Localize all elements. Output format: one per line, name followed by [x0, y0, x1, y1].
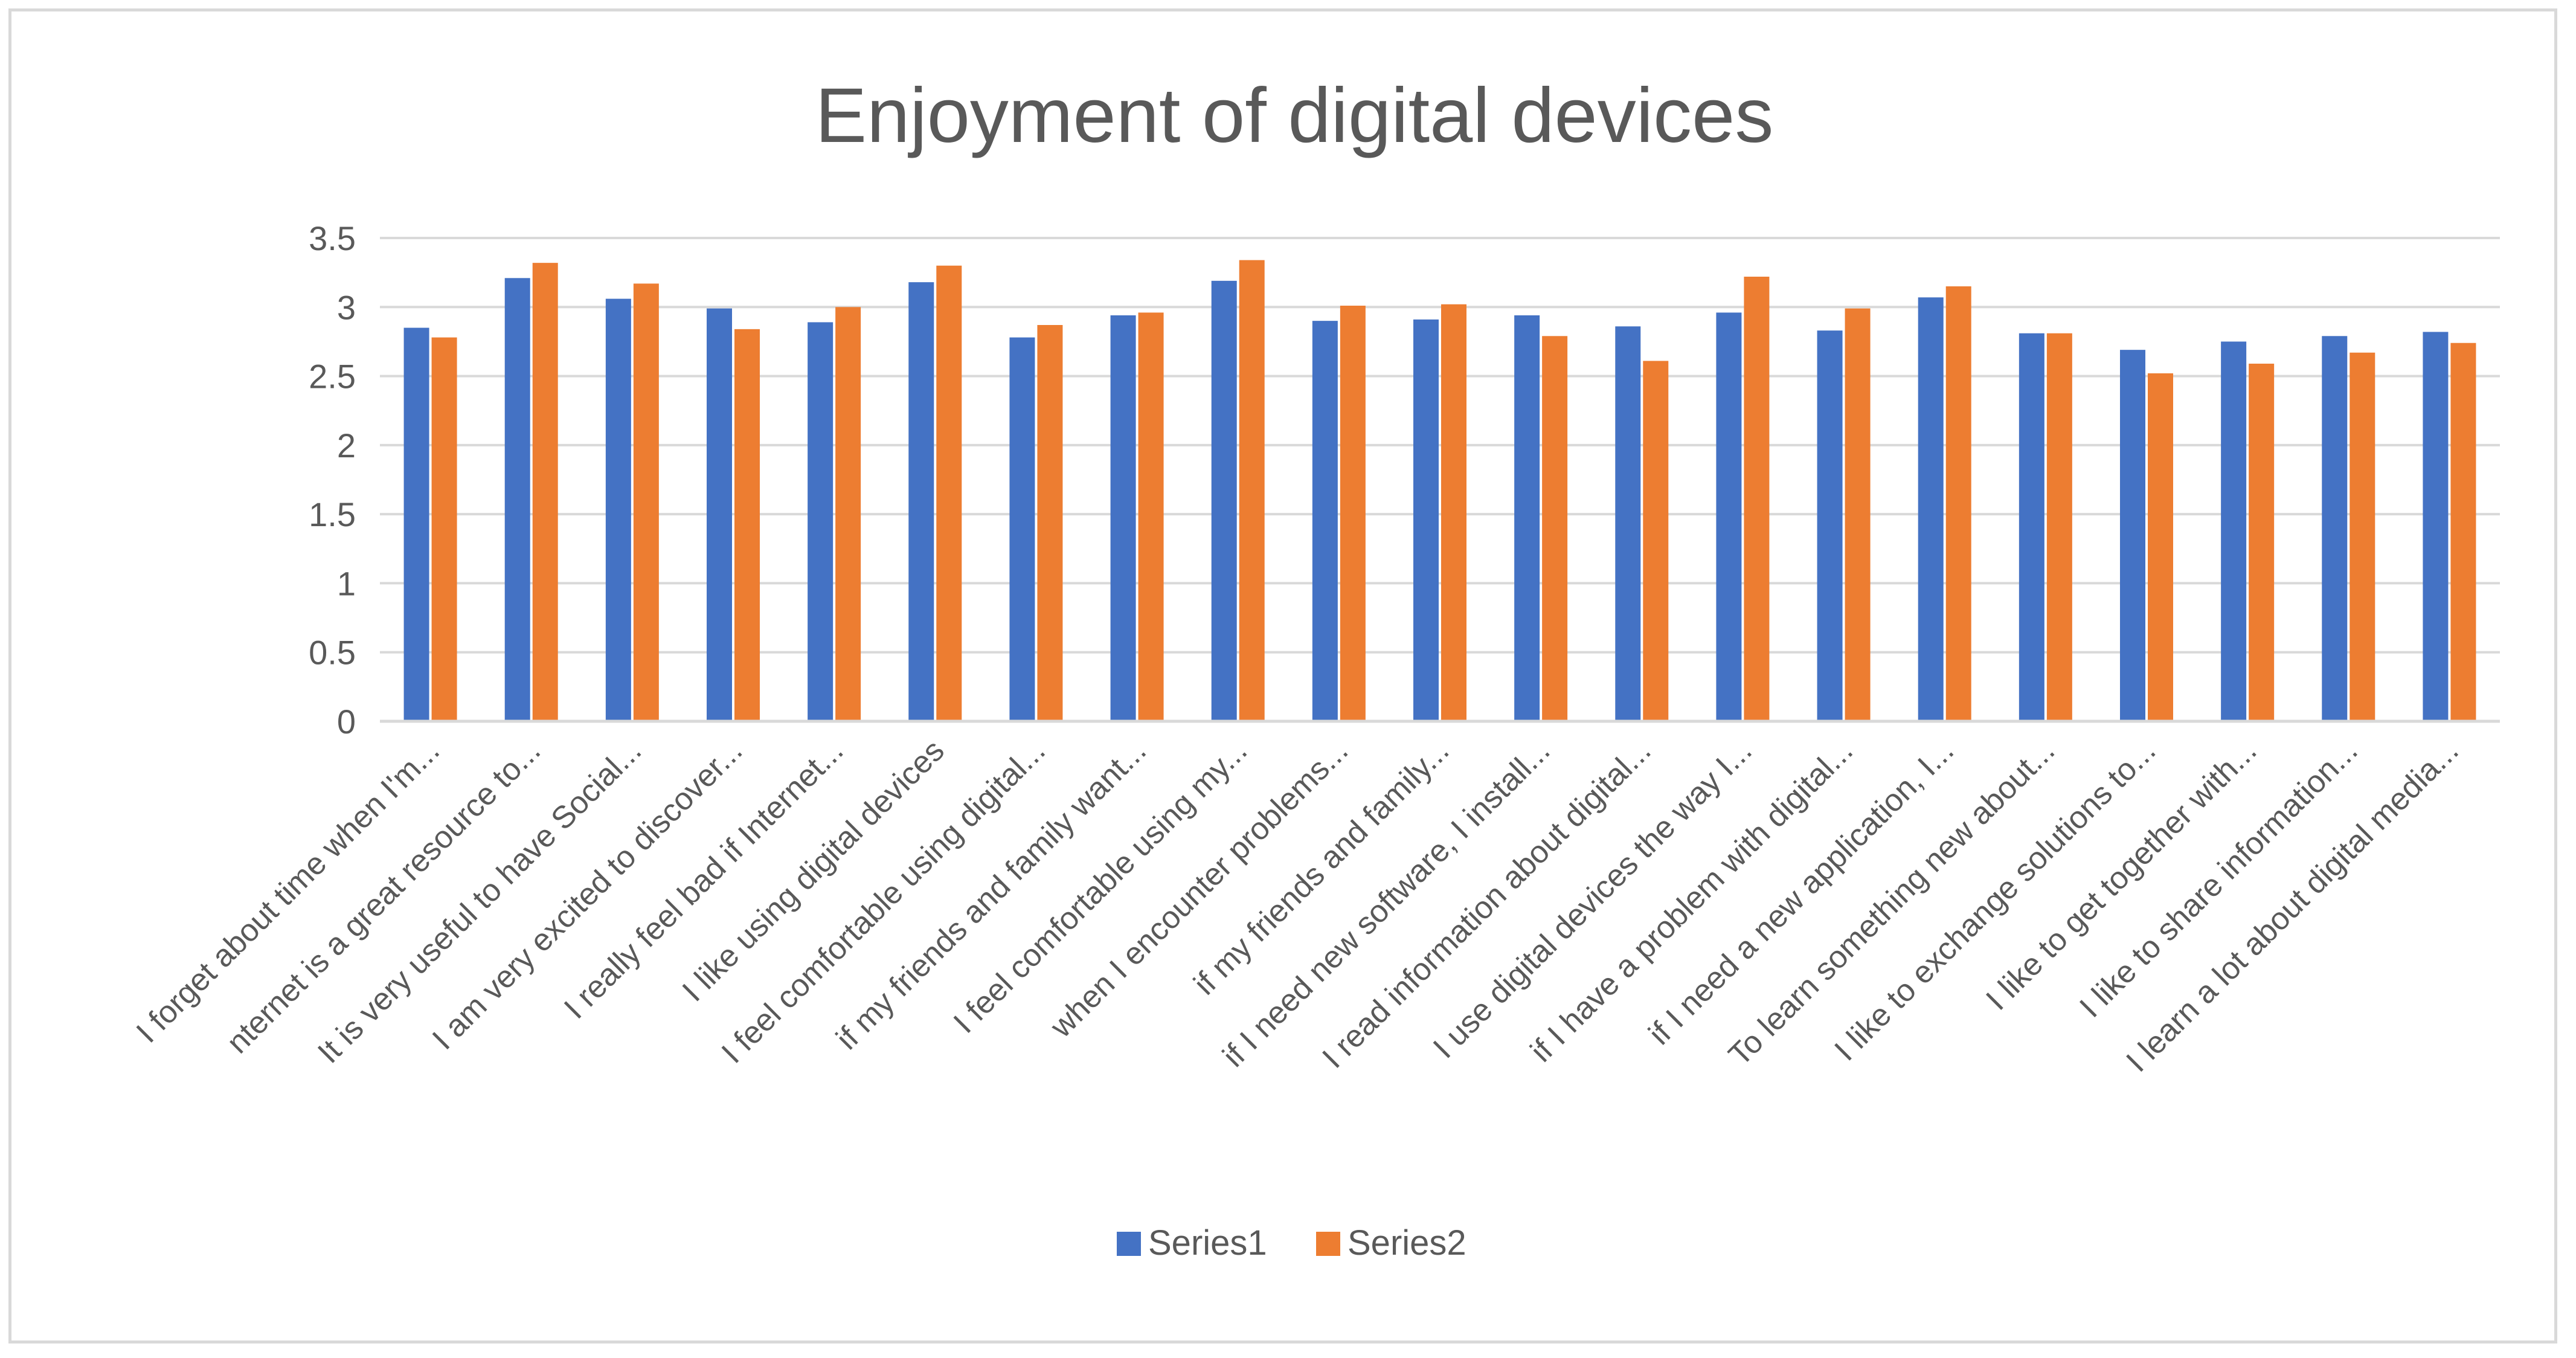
bar-series2-15 — [1845, 308, 1871, 722]
bar-series1-14 — [1716, 312, 1742, 721]
bar-series2-6 — [936, 265, 962, 721]
bars — [403, 260, 2476, 722]
bar-series1-19 — [2221, 341, 2247, 721]
y-tick-label: 2 — [337, 426, 356, 465]
bar-series2-2 — [532, 263, 558, 722]
bar-series1-11 — [1413, 319, 1439, 721]
category-labels: I forget about time when I'm...nternet i… — [130, 733, 2465, 1078]
y-tick-label: 0.5 — [309, 634, 356, 672]
bar-series1-20 — [2322, 336, 2348, 721]
legend-label-series2: Series2 — [1347, 1223, 1466, 1263]
bar-series1-17 — [2019, 333, 2044, 721]
chart-title: Enjoyment of digital devices — [815, 72, 1774, 159]
legend-swatch-series1 — [1117, 1232, 1141, 1256]
legend-swatch-series2 — [1316, 1232, 1340, 1256]
gridlines — [380, 237, 2500, 654]
chart-svg: Enjoyment of digital devices 0 0.5 1 1.5 2 2.… — [130, 72, 2500, 1263]
bar-series2-9 — [1239, 260, 1265, 722]
bar-series2-11 — [1441, 304, 1466, 721]
bar-series1-5 — [808, 322, 834, 721]
y-axis-ticks: 0 0.5 1 1.5 2 2.5 3 3.5 — [309, 219, 356, 741]
bar-series1-15 — [1817, 330, 1843, 721]
bar-series1-4 — [707, 308, 732, 722]
bar-series2-7 — [1037, 325, 1063, 721]
bar-series1-7 — [1009, 337, 1035, 721]
bar-series2-16 — [1945, 286, 1971, 721]
bar-series2-4 — [734, 329, 760, 721]
bar-series1-6 — [908, 282, 934, 722]
bar-series2-19 — [2249, 364, 2275, 721]
bar-series2-21 — [2450, 343, 2476, 721]
bar-series1-13 — [1615, 326, 1641, 721]
bar-series2-1 — [431, 337, 457, 721]
bar-series2-17 — [2046, 333, 2072, 721]
bar-series2-3 — [633, 283, 659, 721]
bar-series2-18 — [2148, 373, 2173, 721]
bar-series1-16 — [1918, 297, 1944, 721]
legend-label-series1: Series1 — [1148, 1223, 1267, 1263]
bar-series2-8 — [1138, 312, 1164, 721]
bar-series1-12 — [1514, 315, 1540, 721]
bar-series1-3 — [605, 298, 631, 722]
y-tick-label: 2.5 — [309, 358, 356, 396]
bar-series1-1 — [403, 327, 429, 721]
bar-series1-9 — [1211, 280, 1237, 721]
bar-series2-14 — [1744, 277, 1770, 721]
y-tick-label: 3.5 — [309, 219, 356, 257]
bar-series2-5 — [835, 307, 861, 721]
bar-series2-20 — [2350, 352, 2375, 721]
y-tick-label: 1.5 — [309, 495, 356, 533]
bar-series1-21 — [2423, 332, 2449, 721]
bar-series2-13 — [1643, 361, 1669, 721]
chart-area: Enjoyment of digital devices 0 0.5 1 1.5 2 2.… — [8, 8, 2557, 1344]
bar-series2-12 — [1542, 336, 1568, 721]
y-tick-label: 0 — [337, 703, 356, 741]
bar-series2-10 — [1340, 306, 1366, 721]
y-tick-label: 3 — [337, 288, 356, 326]
y-tick-label: 1 — [337, 564, 356, 602]
bar-series1-2 — [504, 278, 530, 721]
bar-series1-10 — [1312, 321, 1338, 721]
bar-series1-18 — [2120, 350, 2145, 721]
bar-series1-8 — [1110, 315, 1136, 721]
legend: Series1 Series2 — [1117, 1223, 1466, 1263]
